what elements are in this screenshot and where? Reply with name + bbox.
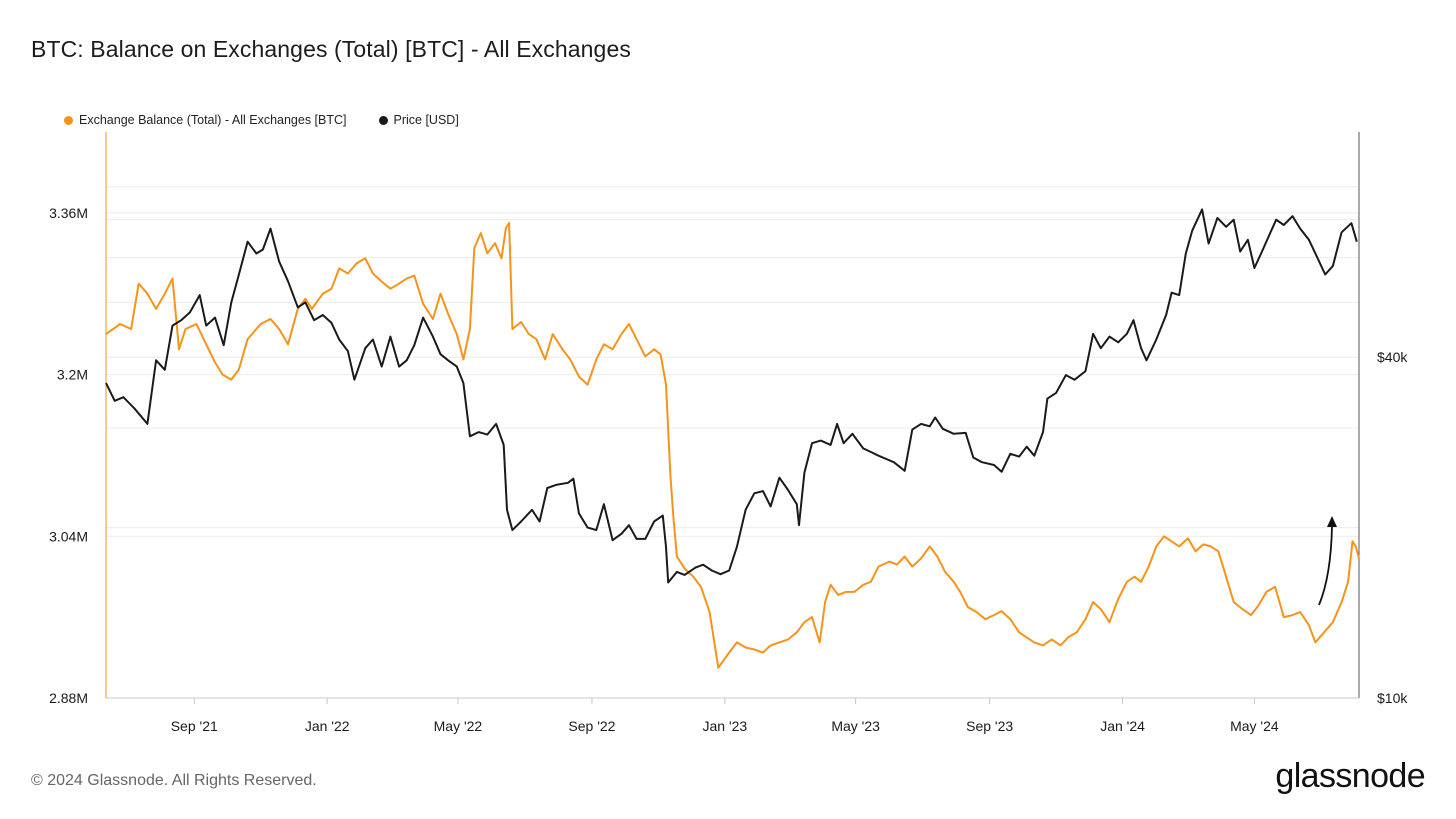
legend-label-price: Price [USD] [393,113,459,127]
grid-lines [106,186,1359,699]
annotation [1318,516,1337,606]
series-exchange-balance-line[interactable] [105,222,1360,669]
legend-item-price[interactable]: Price [USD] [378,113,459,127]
x-tick-label: May '22 [434,718,483,734]
y-tick-left: 3.04M [49,528,88,544]
y-tick-left: 2.88M [49,690,88,706]
x-tick-label: Sep '22 [568,718,615,734]
legend: Exchange Balance (Total) - All Exchanges… [64,113,459,127]
copyright-footer: © 2024 Glassnode. All Rights Reserved. [31,772,317,789]
x-tick-label: Sep '23 [966,718,1013,734]
series-lines [105,208,1360,669]
annotation-arrow-head [1327,516,1337,527]
x-tick-label: Jan '24 [1100,718,1145,734]
axes: 2.88M 3.04M 3.2M 3.36M $10k $40k Sep '21 Jan '2… [49,132,1408,734]
annotation-arrow-shaft [1318,525,1333,606]
x-tick-label: May '24 [1230,718,1279,734]
chart-title: BTC: Balance on Exchanges (Total) [BTC] … [31,36,631,62]
glassnode-logo: glassnode [1275,757,1425,795]
y-tick-left: 3.36M [49,205,88,221]
x-tick-label: Jan '23 [703,718,748,734]
y-tick-right: $10k [1377,690,1408,706]
legend-dot-price [378,115,388,125]
series-price-line[interactable] [105,208,1358,584]
x-tick-label: Jan '22 [305,718,350,734]
y-tick-right: $40k [1377,349,1408,365]
x-tick-label: May '23 [831,718,880,734]
x-tick-label: Sep '21 [171,718,218,734]
y-tick-left: 3.2M [57,367,88,383]
legend-label-balance: Exchange Balance (Total) - All Exchanges… [79,113,347,127]
legend-dot-balance [64,115,73,125]
legend-item-balance[interactable]: Exchange Balance (Total) - All Exchanges… [64,113,347,127]
